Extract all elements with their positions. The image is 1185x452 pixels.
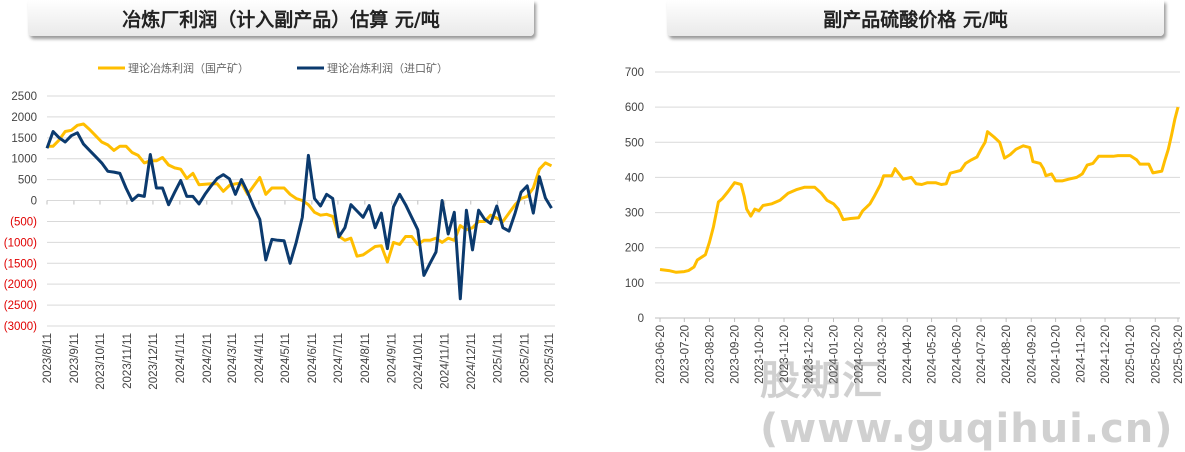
y-tick-label: 1500 xyxy=(11,133,37,145)
x-tick-label: 2023/12/11 xyxy=(148,333,160,390)
y-tick-label: 100 xyxy=(625,278,644,290)
right-chart-title-text: 副产品硫酸价格 元/吨 xyxy=(823,8,1008,31)
x-tick-label: 2024/12/11 xyxy=(466,333,478,390)
y-tick-label: (2000) xyxy=(4,279,37,291)
x-tick-label: 2024/10/11 xyxy=(413,333,425,390)
y-tick-label: (1500) xyxy=(4,258,37,270)
y-tick-label: 200 xyxy=(625,243,644,255)
y-tick-label: (2500) xyxy=(4,300,37,312)
left-chart-title-text: 冶炼厂利润（计入副产品）估算 元/吨 xyxy=(122,8,440,31)
x-tick-label: 2024/3/11 xyxy=(227,333,239,383)
watermark: 股期汇(www.guqihui.cn) xyxy=(760,358,1174,452)
y-tick-label: 700 xyxy=(625,67,644,79)
x-tick-label: 2023/9/11 xyxy=(69,333,81,383)
x-tick-label: 2023-12-20 xyxy=(803,325,815,384)
series-domestic-ore-line xyxy=(47,122,553,264)
y-tick-label: (500) xyxy=(10,216,37,228)
x-tick-label: 2024-02-20 xyxy=(854,325,866,384)
x-tick-label: 2024-06-20 xyxy=(952,325,964,384)
x-tick-label: 2025-02-20 xyxy=(1150,325,1162,384)
sulfuric-acid-price-chart: 0 100 200 300 400 500 600 700 2023-06-20 2023-07-… xyxy=(625,67,1185,384)
x-tick-label: 2023-06-20 xyxy=(655,325,667,384)
y-tick-label: 300 xyxy=(625,208,644,220)
x-tick-label: 2024/9/11 xyxy=(387,333,399,383)
x-tick-label: 2023-09-20 xyxy=(730,325,742,384)
x-tick-label: 2025-01-20 xyxy=(1125,325,1137,384)
profit-chart: 2500 2000 1500 1000 500 0 (500) (1000) (1500) (20… xyxy=(4,61,556,390)
x-tick-label: 2024-07-20 xyxy=(976,325,988,384)
x-tick-label: 2023-07-20 xyxy=(679,325,691,384)
x-tick-label: 2023/11/11 xyxy=(122,333,134,389)
y-tick-label: 400 xyxy=(625,172,644,184)
x-tick-label: 2024-08-20 xyxy=(1001,325,1013,384)
y-tick-label: 2500 xyxy=(11,91,37,103)
y-tick-label: 2000 xyxy=(11,112,37,124)
right-chart-title: 副产品硫酸价格 元/吨 xyxy=(667,0,1164,36)
x-tick-label: 2024-10-20 xyxy=(1051,325,1063,384)
legend-label: 理论冶炼利润（国产矿） xyxy=(128,61,249,75)
y-tick-label: 500 xyxy=(625,137,644,149)
x-tick-label: 2023/8/11 xyxy=(42,333,54,383)
x-tick-label: 2024-05-20 xyxy=(927,325,939,384)
y-tick-label: (3000) xyxy=(4,321,37,333)
y-tick-label: 0 xyxy=(638,313,644,325)
x-tick-label: 2024-09-20 xyxy=(1026,325,1038,384)
series-imported-ore-line xyxy=(45,130,553,301)
x-tick-label: 2024/4/11 xyxy=(254,333,266,383)
x-tick-label: 2023-08-20 xyxy=(704,325,716,384)
x-tick-label: 2023-10-20 xyxy=(754,325,766,384)
x-tick-label: 2024-01-20 xyxy=(828,325,840,384)
x-tick-label: 2023-11-20 xyxy=(779,325,791,383)
y-tick-label: 500 xyxy=(18,175,37,187)
x-tick-label: 2025/3/11 xyxy=(544,333,556,383)
x-tick-label: 2024/2/11 xyxy=(202,333,214,383)
x-tick-label: 2024-12-20 xyxy=(1100,325,1112,384)
y-tick-label: (1000) xyxy=(4,237,37,249)
sulfuric-acid-price-line xyxy=(659,106,1180,274)
left-chart-title: 冶炼厂利润（计入副产品）估算 元/吨 xyxy=(28,0,534,36)
x-tick-label: 2024/6/11 xyxy=(307,333,319,383)
y-tick-label: 1000 xyxy=(11,154,37,166)
x-tick-label: 2024-04-20 xyxy=(902,325,914,384)
x-tick-label: 2024/8/11 xyxy=(360,333,372,383)
x-tick-label: 2025/1/11 xyxy=(493,333,505,383)
x-tick-label: 2024/7/11 xyxy=(333,333,345,383)
x-tick-label: 2023/10/11 xyxy=(95,333,107,390)
x-tick-label: 2024-03-20 xyxy=(877,325,889,384)
x-tick-label: 2024/5/11 xyxy=(280,333,292,383)
y-tick-label: 600 xyxy=(625,102,644,114)
x-tick-label: 2025/2/11 xyxy=(520,333,532,383)
x-tick-label: 2024/1/11 xyxy=(175,333,187,383)
x-tick-label: 2025-03-20 xyxy=(1173,325,1185,384)
legend-label: 理论冶炼利润（进口矿） xyxy=(327,61,448,75)
x-tick-label: 2024/11/11 xyxy=(440,333,452,389)
x-tick-label: 2024-11-20 xyxy=(1076,325,1088,383)
y-tick-label: 0 xyxy=(31,196,37,208)
